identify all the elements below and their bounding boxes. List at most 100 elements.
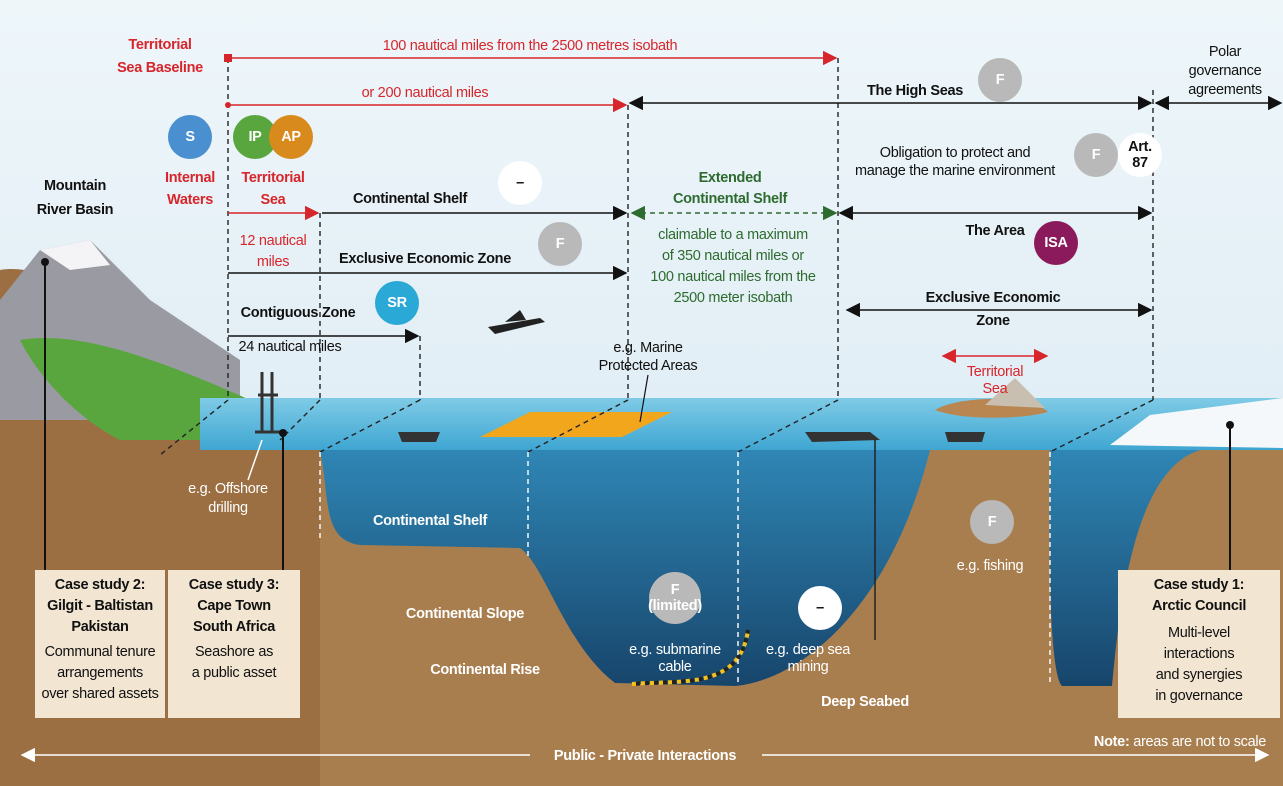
label-line: Mountain: [44, 178, 106, 194]
label: or 200 nautical miles: [362, 85, 489, 101]
badge-line: F: [1092, 147, 1101, 163]
label-line: Sea: [261, 192, 287, 208]
label-line: Waters: [167, 192, 213, 208]
case-text-line: and synergies: [1156, 667, 1242, 683]
badge-line: S: [185, 129, 195, 145]
badge-line: –: [516, 175, 524, 191]
label-line: Deep Seabed: [821, 694, 909, 710]
label-line: The High Seas: [867, 83, 963, 99]
badge-label: SR: [387, 295, 407, 311]
label-line: Sea: [983, 381, 1009, 397]
note: Note: areas are not to scale: [1094, 734, 1266, 750]
label-line: Contiguous Zone: [241, 305, 356, 321]
label: 24 nautical miles: [239, 339, 342, 355]
label-line: Continental Slope: [406, 606, 524, 622]
case-title-line: Cape Town: [197, 598, 271, 614]
label-line: e.g. Marine: [613, 340, 682, 356]
label-line: governance: [1189, 63, 1262, 79]
label-line: 2500 meter isobath: [674, 290, 793, 306]
label-line: 100 nautical miles from the: [650, 269, 815, 285]
label-line: Exclusive Economic Zone: [339, 251, 511, 267]
label-line: Exclusive Economic: [926, 290, 1061, 306]
label: Contiguous Zone: [241, 305, 356, 321]
label: 100 nautical miles from the 2500 metres …: [383, 38, 678, 54]
badge-line: F: [988, 514, 997, 530]
label-line: River Basin: [37, 202, 114, 218]
label-line: Internal: [165, 170, 215, 186]
label: The High Seas: [867, 83, 963, 99]
label: The Area: [965, 223, 1025, 239]
case-title-line: Case study 1:: [1154, 577, 1244, 593]
label-line: cable: [658, 659, 691, 675]
case-title-line: Arctic Council: [1152, 598, 1246, 614]
case-title-line: Gilgit - Baltistan: [47, 598, 153, 614]
label-line: agreements: [1188, 82, 1262, 98]
label-line: mining: [788, 659, 829, 675]
note-text: areas are not to scale: [1133, 734, 1266, 750]
label-line: 12 nautical: [240, 233, 307, 249]
badge-label: F: [1092, 147, 1101, 163]
case-text-line: arrangements: [57, 665, 143, 681]
badge-label: IP: [248, 129, 262, 145]
badge-label: F: [556, 236, 565, 252]
case-title-line: Pakistan: [71, 619, 128, 635]
case-text-line: Multi-level: [1168, 625, 1230, 641]
case-text-line: Communal tenure: [45, 644, 156, 660]
badge-line: 87: [1132, 155, 1148, 171]
badge-line: Art.: [1128, 139, 1152, 155]
case-title-line: Case study 3:: [189, 577, 279, 593]
label-line: e.g. deep sea: [766, 642, 851, 658]
label: Continental Rise: [430, 662, 540, 678]
label-line: or 200 nautical miles: [362, 85, 489, 101]
badge-label: S: [185, 129, 195, 145]
badge-line: F: [996, 72, 1005, 88]
label-line: Polar: [1209, 44, 1242, 60]
badge-label: F: [996, 72, 1005, 88]
badge-label: ISA: [1044, 235, 1068, 251]
label-line: Continental Shelf: [353, 191, 468, 207]
badge-line: (limited): [648, 598, 702, 614]
label-line: e.g. submarine: [629, 642, 721, 658]
label-line: of 350 nautical miles or: [662, 248, 804, 264]
label-line: Protected Areas: [599, 358, 698, 374]
label-line: e.g. Offshore: [188, 481, 268, 497]
label: Deep Seabed: [821, 694, 909, 710]
case-text-line: in governance: [1155, 688, 1242, 704]
label: Continental Shelf: [373, 513, 488, 529]
diagram: Note: areas are not to scale Territorial…: [0, 0, 1283, 786]
badge-label: F: [988, 514, 997, 530]
label-line: miles: [257, 254, 289, 270]
label-line: Continental Rise: [430, 662, 540, 678]
label-line: Continental Shelf: [673, 191, 788, 207]
case-text-line: a public asset: [192, 665, 277, 681]
label-line: Sea Baseline: [117, 60, 203, 76]
badge-line: F: [556, 236, 565, 252]
label: e.g. fishing: [957, 558, 1024, 574]
label-line: Obligation to protect and: [880, 145, 1031, 161]
badge-line: F: [671, 582, 680, 598]
badge-line: AP: [281, 129, 301, 145]
badge-line: ISA: [1044, 235, 1068, 251]
case-text-line: Seashore as: [195, 644, 273, 660]
label-line: Territorial: [128, 37, 191, 53]
label-line: The Area: [965, 223, 1025, 239]
note-bold: Note:: [1094, 734, 1130, 750]
label-line: Public - Private Interactions: [554, 748, 737, 764]
label-line: e.g. fishing: [957, 558, 1024, 574]
badge-label: AP: [281, 129, 301, 145]
label-line: Zone: [976, 313, 1010, 329]
badge-label: –: [516, 175, 524, 191]
label-line: drilling: [208, 500, 248, 516]
label: Continental Shelf: [353, 191, 468, 207]
case-title-line: Case study 2:: [55, 577, 145, 593]
label-line: manage the marine environment: [855, 163, 1055, 179]
label: Public - Private Interactions: [554, 748, 737, 764]
label-line: Territorial: [967, 364, 1023, 380]
case-text-line: interactions: [1164, 646, 1235, 662]
badge-line: IP: [248, 129, 262, 145]
badge-line: –: [816, 600, 824, 616]
label-line: Territorial: [241, 170, 304, 186]
label-line: claimable to a maximum: [658, 227, 808, 243]
